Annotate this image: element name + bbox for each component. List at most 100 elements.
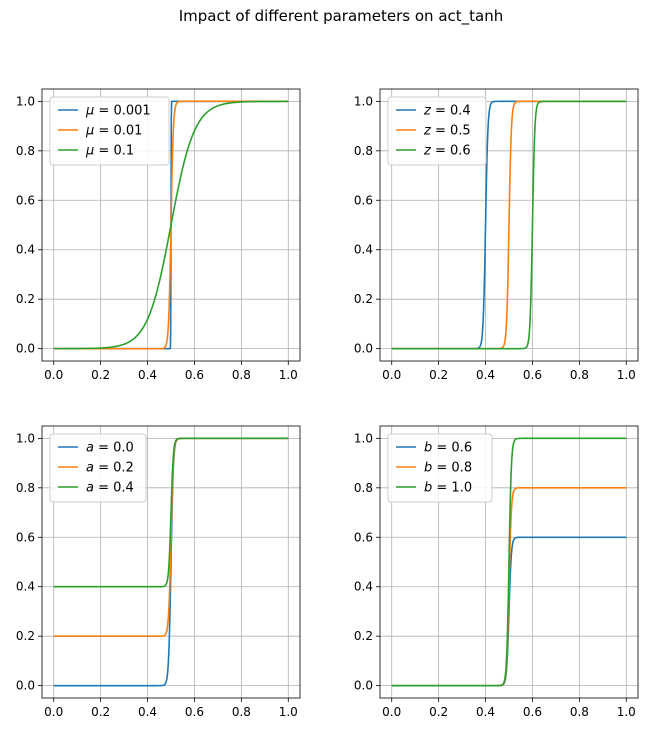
x-tick-label: 0.4 <box>476 368 495 382</box>
legend-value: = 0.2 <box>94 461 134 476</box>
y-tick-label: 0.8 <box>354 481 373 495</box>
figure-title: Impact of different parameters on act_ta… <box>179 7 503 26</box>
legend-label-1: a = 0.0 <box>86 441 134 456</box>
legend-label-1: b = 0.6 <box>424 441 472 456</box>
legend-value: = 0.5 <box>431 124 471 139</box>
x-tick-label: 0.0 <box>44 368 63 382</box>
legend-value: = 0.4 <box>431 104 471 119</box>
legend-symbol: a <box>86 441 94 456</box>
legend-symbol: z <box>423 144 432 159</box>
y-tick-label: 0.8 <box>16 481 35 495</box>
legend-value: = 0.1 <box>94 144 134 159</box>
series-line-3 <box>391 437 627 687</box>
y-tick-label: 0.2 <box>16 629 35 643</box>
legend-symbol: μ <box>85 104 94 119</box>
x-tick-label: 0.2 <box>429 705 448 719</box>
y-tick-label: 1.0 <box>16 431 35 445</box>
y-tick-label: 0.0 <box>16 342 35 356</box>
legend-box <box>387 96 487 166</box>
legend-label-3: μ = 0.1 <box>85 144 134 159</box>
axes-frame <box>379 425 639 699</box>
legend-symbol: a <box>86 461 94 476</box>
y-tick-label: 0.4 <box>354 580 373 594</box>
legend: b = 0.6b = 0.8b = 1.0 <box>387 433 493 503</box>
legend-symbol: b <box>424 481 432 496</box>
legend-label-3: z = 0.6 <box>423 144 471 159</box>
y-tick-label: 0.4 <box>16 580 35 594</box>
legend-value: = 0.01 <box>94 124 142 139</box>
legend-value: = 1.0 <box>432 481 472 496</box>
x-tick-label: 0.0 <box>44 705 63 719</box>
legend-symbol: a <box>86 481 94 496</box>
subplot-1-mu: 0.0 0.2 0.4 0.6 0.8 1.0 0.0 0.2 0.4 0.6 0.8 1.0 μ = … <box>16 88 301 382</box>
x-tick-label: 0.4 <box>476 705 495 719</box>
legend-value: = 0.001 <box>94 104 150 119</box>
x-tick-label: 0.2 <box>91 705 110 719</box>
series-line-3 <box>53 100 289 350</box>
x-tick-label: 0.8 <box>232 705 251 719</box>
axes-frame <box>41 425 301 699</box>
legend-box <box>49 433 147 503</box>
x-tick-label: 0.0 <box>382 705 401 719</box>
subplot-2-z: 0.0 0.2 0.4 0.6 0.8 1.0 0.0 0.2 0.4 0.6 0.8 1.0 z = … <box>354 88 639 382</box>
x-tick-label: 0.8 <box>570 368 589 382</box>
x-tick-label: 1.0 <box>617 368 636 382</box>
subplot-3-a: 0.0 0.2 0.4 0.6 0.8 1.0 0.0 0.2 0.4 0.6 0.8 1.0 a = … <box>16 425 301 719</box>
legend-symbol: b <box>424 441 432 456</box>
x-tick-label: 0.8 <box>232 368 251 382</box>
legend-label-2: b = 0.8 <box>424 461 472 476</box>
y-tick-label: 0.4 <box>354 243 373 257</box>
x-tick-label: 1.0 <box>279 705 298 719</box>
y-tick-label: 1.0 <box>354 94 373 108</box>
legend-symbol: μ <box>85 124 94 139</box>
y-tick-label: 0.6 <box>16 530 35 544</box>
legend: z = 0.4z = 0.5z = 0.6 <box>387 96 487 166</box>
x-tick-label: 1.0 <box>617 705 636 719</box>
x-tick-label: 0.4 <box>138 368 157 382</box>
legend-label-1: μ = 0.001 <box>85 104 151 119</box>
legend-box <box>49 96 170 166</box>
legend-value: = 0.4 <box>94 481 134 496</box>
legend-symbol: μ <box>85 144 94 159</box>
x-tick-label: 0.8 <box>570 705 589 719</box>
legend-value: = 0.6 <box>431 144 471 159</box>
y-tick-label: 0.0 <box>354 679 373 693</box>
y-tick-label: 0.6 <box>16 193 35 207</box>
y-tick-label: 0.6 <box>354 193 373 207</box>
x-tick-label: 0.2 <box>91 368 110 382</box>
y-tick-label: 0.2 <box>16 292 35 306</box>
legend-label-2: μ = 0.01 <box>85 124 142 139</box>
axes-frame <box>41 88 301 362</box>
legend-label-3: b = 1.0 <box>424 481 472 496</box>
legend-label-2: a = 0.2 <box>86 461 134 476</box>
series-line-3 <box>391 100 627 350</box>
y-tick-label: 0.2 <box>354 629 373 643</box>
y-tick-label: 0.0 <box>354 342 373 356</box>
x-tick-label: 0.6 <box>523 368 542 382</box>
y-tick-label: 1.0 <box>354 431 373 445</box>
legend-value: = 0.8 <box>432 461 472 476</box>
x-tick-label: 0.0 <box>382 368 401 382</box>
x-tick-label: 0.2 <box>429 368 448 382</box>
legend-value: = 0.6 <box>432 441 472 456</box>
series-line-3 <box>53 437 289 588</box>
subplot-4-b: 0.0 0.2 0.4 0.6 0.8 1.0 0.0 0.2 0.4 0.6 0.8 1.0 b = … <box>354 425 639 719</box>
y-tick-label: 0.4 <box>16 243 35 257</box>
axes-frame <box>379 88 639 362</box>
x-tick-label: 0.6 <box>185 368 204 382</box>
y-tick-label: 0.8 <box>16 144 35 158</box>
legend-symbol: b <box>424 461 432 476</box>
y-tick-label: 0.6 <box>354 530 373 544</box>
legend-label-2: z = 0.5 <box>423 124 471 139</box>
y-tick-label: 0.2 <box>354 292 373 306</box>
legend-label-3: a = 0.4 <box>86 481 134 496</box>
y-tick-label: 1.0 <box>16 94 35 108</box>
x-tick-label: 1.0 <box>279 368 298 382</box>
legend-value: = 0.0 <box>94 441 134 456</box>
x-tick-label: 0.4 <box>138 705 157 719</box>
legend-box <box>387 433 493 503</box>
legend-symbol: z <box>423 124 432 139</box>
x-tick-label: 0.6 <box>523 705 542 719</box>
